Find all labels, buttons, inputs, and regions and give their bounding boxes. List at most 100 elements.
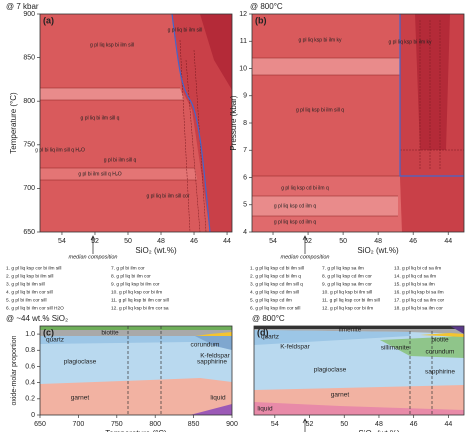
x-tick-label: 900 (226, 421, 238, 428)
legend-item: 11. g pl liq ksp cor bi ilm sill (322, 297, 380, 303)
y-tick-label: 900 (23, 11, 35, 18)
x-tick-label: 46 (190, 238, 198, 245)
phase-label: corundum (191, 342, 220, 349)
y-tick-label: 7 (243, 147, 247, 154)
x-tick-label: 54 (269, 238, 277, 245)
y-tick-label: 11 (240, 38, 247, 45)
phase-label: sapphirine (197, 359, 227, 366)
panel-title: @ 800°C (252, 314, 285, 323)
legend-item: 6. g pl liq ksp ilm cor sill (250, 305, 300, 311)
field-label: g pl liq ksp bi ilm sill (90, 42, 134, 48)
field-label: g pl liq ksp cd ilm q (274, 203, 316, 209)
field-label: g pl liq ksp bi ilm ky (388, 39, 432, 45)
phase-label: K-feldspar (280, 344, 310, 351)
panel-c-areas (40, 326, 232, 415)
x-tick-label: 48 (374, 238, 382, 245)
legend-item: 16. g pl liq ksp bi sa ilm (394, 289, 444, 295)
legend-item: 8. g pl liq ksp cd ilm cor (322, 273, 372, 279)
field-label: g pl liq ksp bi ilm sill q (296, 107, 344, 113)
legend-item: 3. g pl liq bi ilm sill (6, 281, 45, 287)
field-label: g pl bi liq ilm sill q H₂O (35, 147, 85, 153)
legend-item: 6. g pl liq bi ilm cor sill H2O (6, 305, 64, 311)
panel-letter: (b) (255, 15, 267, 25)
x-tick-label: 52 (91, 238, 99, 245)
y-tick-label: 1.0 (25, 331, 35, 338)
legend-item: 2. g pl liq ksp cd bi ilm q (250, 273, 301, 279)
median-arrow (302, 235, 308, 254)
phase-label: biotite (431, 337, 449, 344)
legend-item: 13. g pl liq bi cd sa ilm (394, 265, 441, 271)
x-tick-label: 44 (444, 421, 452, 428)
y-axis-label: oxide-molar proportion (11, 335, 18, 405)
legend-item: 7. g pl liq ksp sa ilm (322, 265, 364, 271)
phase-label: quartz (261, 334, 279, 341)
y-tick-label: 800 (23, 98, 35, 105)
y-tick-label: 8 (243, 120, 247, 127)
phase-label: plagioclase (64, 359, 97, 366)
x-tick-label: 44 (223, 238, 231, 245)
y-tick-label: 6 (243, 174, 247, 181)
field-label: g pl bi ilm sill q H₂O (78, 171, 121, 177)
y-axis-label: Pressure (kbar) (229, 95, 238, 150)
phase-label: sillimanite (381, 345, 410, 352)
legend-item: 9. g pl liq ksp bi ilm cor (111, 281, 160, 287)
x-tick-label: 50 (124, 238, 132, 245)
legend-item: 1. g pl liq ksp cd bi ilm sill (250, 265, 304, 271)
legend-item: 11. g pl liq ksp bi ilm cor sill (111, 297, 169, 303)
x-tick-label: 50 (339, 238, 347, 245)
phase-label: corundum (426, 349, 455, 356)
y-tick-label: 10 (239, 65, 247, 72)
field-label: g pl liq ksp cd ilm q (274, 219, 316, 225)
phase-label: sapphirine (425, 369, 455, 376)
y-tick-label: 700 (23, 185, 35, 192)
phase-label: quartz (46, 337, 64, 344)
x-tick-label: 48 (375, 421, 383, 428)
field-label: g pl liq ksp bi ilm ky (298, 37, 342, 43)
x-tick-label: 700 (73, 421, 85, 428)
phase-label: garnet (331, 392, 350, 399)
y-tick-label: 5 (243, 202, 247, 209)
x-tick-label: 850 (188, 421, 200, 428)
field-label: g pl liq ksp cd bi ilm q (281, 185, 329, 191)
legend-item: 4. g pl liq bi ilm cor sill (6, 289, 53, 295)
legend-item: 12. g pl liq ksp cor bi ilm (322, 305, 373, 311)
legend-item: 8. g pl liq bi ilm cor (111, 273, 151, 279)
plot-frame (253, 325, 465, 416)
panel-d-areas (254, 326, 464, 415)
panel-title: @ ~44 wt.% SiO₂ (6, 314, 68, 323)
x-axis-label: SiO₂ (wt.%) (135, 246, 177, 255)
arrow-label: median composition (281, 254, 330, 260)
panel-title: @ 7 kbar (6, 2, 39, 11)
y-tick-label: 0 (31, 412, 35, 419)
x-axis-label: SiO₂ (wt.%) (357, 246, 399, 255)
legend-item: 17. g pl liq cd sa ilm cor (394, 297, 445, 303)
panel-a-fields (40, 13, 232, 233)
legend-item: 4. g pl liq ksp cd ilm sill (250, 289, 299, 295)
x-tick-label: 46 (410, 421, 418, 428)
phase-label: ilmenite (339, 327, 362, 334)
field-label: g pl liq bi ilm sill (168, 27, 203, 33)
legend-item: 18. g pl liq bi sa ilm cor (394, 305, 443, 311)
y-tick-label: 0.2 (25, 396, 35, 403)
y-tick-label: 0.8 (25, 347, 35, 354)
field-label: g pl bi ilm sill q (104, 157, 137, 163)
field-label: g pl liq bi ilm sill q (81, 115, 120, 121)
x-tick-label: 50 (340, 421, 348, 428)
legend-item: 15. g pl liq bi sa ilm (394, 281, 435, 287)
x-tick-label: 54 (271, 421, 279, 428)
phase-label: K-feldspar (200, 353, 230, 360)
x-tick-label: 48 (157, 238, 165, 245)
legend-item: 9. g pl liq ksp sa ilm cor (322, 281, 372, 287)
y-tick-label: 0.6 (25, 363, 35, 370)
legend-item: 3. g pl liq ksp cd ilm sill q (250, 281, 303, 287)
y-tick-label: 850 (23, 54, 35, 61)
x-tick-label: 52 (304, 238, 312, 245)
x-tick-label: 54 (58, 238, 66, 245)
x-tick-label: 800 (149, 421, 161, 428)
legend-item: 2. g pl liq ksp bi ilm sill (6, 273, 53, 279)
plot-frame (39, 13, 233, 233)
field-label: g pl liq bi ilm sill cor (146, 193, 189, 199)
plot-frame (39, 325, 233, 416)
panel-letter: (a) (43, 15, 54, 25)
y-axis-label: Temperature (°C) (9, 92, 18, 154)
